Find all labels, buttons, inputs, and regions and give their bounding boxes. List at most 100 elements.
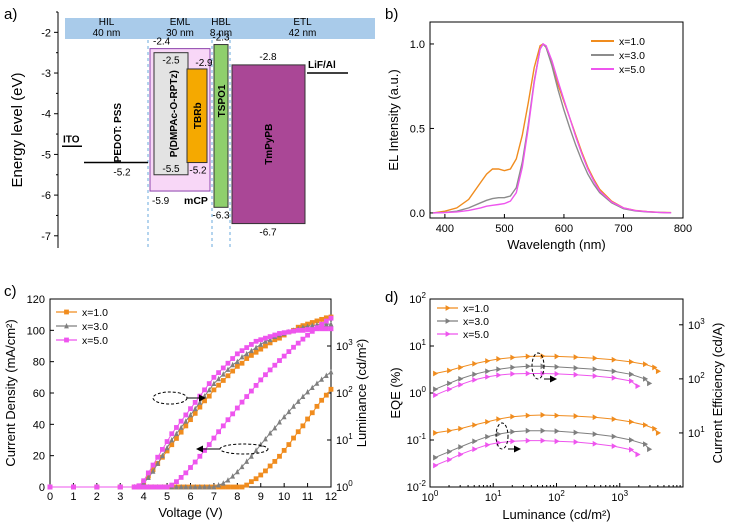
panel-d-efficiency: 100 101 102 10310-210-1100101102101102103Lu… [388, 291, 725, 522]
luminance-point [319, 397, 325, 403]
luminance-point [211, 484, 217, 490]
luminance-point [188, 484, 193, 490]
current-density-point [272, 332, 278, 338]
luminance-point [272, 459, 278, 464]
x-tick-label-b: 600 [555, 223, 573, 235]
luminance-point [145, 484, 151, 490]
current-efficiency-point [573, 413, 579, 419]
current-efficiency-line [434, 430, 650, 459]
current-efficiency-point [447, 448, 453, 455]
luminance-point [277, 419, 282, 425]
panel-label-d: d) [385, 289, 398, 306]
eqe-point [472, 371, 478, 378]
eqe-point [573, 371, 579, 378]
y-tick-label-c: 60 [33, 388, 45, 400]
eqe-point [554, 370, 560, 377]
luminance-point [319, 376, 325, 382]
luminance-point [192, 484, 198, 490]
y-tick-label-d: 10-2 [407, 479, 427, 494]
x-tick-label-c: 9 [258, 491, 264, 503]
tspo1-lumo: -2.3 [212, 33, 230, 44]
current-density-point [328, 326, 334, 332]
current-efficiency-point [525, 427, 531, 434]
luminance-point [239, 399, 245, 405]
current-density-point [141, 478, 147, 484]
y-right-tick-label-d: 103 [688, 317, 705, 332]
eqe-point [510, 364, 516, 371]
luminance-point [206, 484, 212, 490]
current-density-point [169, 442, 175, 448]
y-tick-label-d: 10-1 [407, 432, 427, 447]
eqe-point [655, 368, 662, 375]
luminance-point [295, 398, 301, 404]
current-density-point [174, 430, 179, 437]
y-tick-label-c: 40 [33, 419, 45, 431]
ito-label: ITO [63, 134, 80, 145]
eqe-point [525, 370, 531, 377]
luminance-point [230, 473, 236, 479]
current-density-point [323, 321, 329, 327]
x-tick-label-c: 7 [211, 491, 217, 503]
eqe-point [573, 354, 579, 361]
current-efficiency-point [540, 412, 546, 418]
legend-marker-d [445, 305, 451, 311]
pedot-value: -5.2 [113, 168, 131, 179]
current-efficiency-point [611, 433, 617, 440]
panel-b-el-spectra: 400 500 600 700 800 0.0 0.5 1.0 Wavelength (nm) E… [386, 21, 692, 252]
eqe-point [643, 375, 649, 382]
current-density-point [220, 378, 226, 383]
current-efficiency-line [434, 414, 659, 434]
legend-label-b: x=5.0 [619, 64, 645, 76]
luminance-point [281, 448, 287, 453]
current-density-point [253, 349, 259, 355]
current-efficiency-point [525, 437, 531, 444]
current-efficiency-point [510, 413, 516, 420]
current-density-point [244, 356, 250, 361]
current-density-point [263, 335, 268, 341]
eqe-point [433, 370, 439, 377]
tbrb-lumo: -2.9 [195, 58, 213, 69]
panel-label-a: a) [4, 6, 17, 23]
luminance-line [50, 388, 332, 488]
current-density-point [234, 363, 240, 369]
current-density-point [174, 425, 179, 430]
x-tick-label-c: 10 [278, 491, 290, 503]
pedot-name: PEDOT: PSS [113, 103, 124, 163]
tmpypb-lumo: -2.8 [259, 52, 277, 63]
luminance-point [225, 477, 231, 483]
current-density-point [225, 366, 231, 372]
panel-label-c: c) [4, 283, 17, 300]
current-density-point [323, 326, 329, 332]
current-density-point [160, 452, 165, 459]
current-density-point [155, 454, 161, 460]
x-tick-label-b: 800 [674, 223, 692, 235]
current-density-point [267, 334, 273, 339]
current-efficiency-point [554, 428, 560, 435]
current-efficiency-line [434, 440, 638, 466]
current-efficiency-point [525, 412, 531, 419]
current-density-point [220, 365, 226, 371]
luminance-point [220, 484, 226, 490]
current-efficiency-point [433, 454, 439, 461]
x-tick-label-d: 103 [611, 489, 628, 504]
x-tick-label-c: 1 [70, 491, 76, 503]
eqe-point [496, 366, 502, 373]
luminance-point [305, 416, 310, 422]
luminance-point [314, 380, 320, 386]
luminance-point [295, 340, 301, 346]
current-efficiency-point [510, 438, 516, 445]
current-density-point [164, 448, 170, 454]
luminance-point [206, 442, 212, 447]
eqe-point [652, 364, 658, 371]
current-efficiency-point [485, 442, 491, 448]
luminance-point [169, 482, 175, 488]
panel-label-b: b) [385, 6, 398, 23]
luminance-point [281, 413, 287, 420]
current-density-point [164, 444, 170, 451]
annotation-arrowhead-right-d [550, 375, 557, 383]
current-density-point [155, 460, 161, 466]
panel-c-jvl: 0 1 2 3 4 5 6 7 8 9 10 11 12020406080100120100101102… [3, 294, 369, 520]
luminance-point [192, 459, 198, 465]
